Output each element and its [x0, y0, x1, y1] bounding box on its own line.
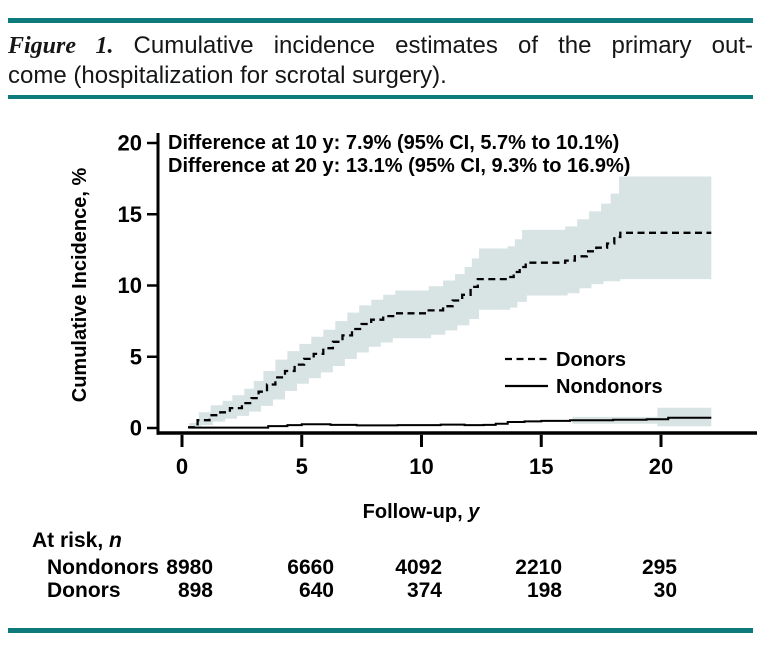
legend-label-nondonors: Nondonors	[556, 376, 663, 398]
mid-teal-rule	[8, 95, 753, 99]
at-risk-row-label-donors: Donors	[47, 579, 121, 602]
x-tick-label: 10	[409, 454, 433, 479]
y-tick-label: 0	[130, 416, 142, 441]
x-tick-label: 20	[649, 454, 673, 479]
bottom-teal-rule	[8, 628, 753, 633]
x-axis-title: Follow-up, y	[363, 501, 481, 523]
y-axis-title: Cumulative Incidence, %	[69, 168, 91, 403]
legend-label-donors: Donors	[556, 349, 626, 371]
nondonors-curve	[189, 416, 712, 429]
legend: Donors Nondonors	[505, 349, 663, 398]
figure-label: Figure 1.	[8, 33, 114, 59]
at-risk-value: 2210	[515, 556, 562, 579]
at-risk-value: 6660	[287, 556, 334, 579]
at-risk-value: 8980	[166, 556, 213, 579]
donors-ci-band	[189, 176, 712, 428]
x-axis-title-italic-y: y	[467, 501, 480, 523]
y-tick-label: 15	[118, 202, 142, 227]
caption-line-1: Figure 1. Cumulative incidence estimates…	[8, 31, 753, 61]
at-risk-value: 374	[406, 579, 442, 602]
at-risk-value: 198	[526, 579, 562, 602]
at-risk-title: At risk, n	[32, 529, 122, 553]
at-risk-value: 4092	[395, 556, 442, 579]
at-risk-value: 295	[641, 556, 677, 579]
y-tick-label: 10	[118, 273, 142, 298]
top-teal-rule	[8, 18, 753, 23]
at-risk-value: 898	[177, 579, 213, 602]
at-risk-value: 30	[653, 579, 677, 602]
figure-caption: Figure 1. Cumulative incidence estimates…	[8, 31, 753, 90]
donors-curve	[188, 231, 712, 429]
at-risk-title-italic-n: n	[109, 529, 122, 552]
y-tick-label: 20	[118, 131, 142, 156]
x-tick-label: 15	[529, 454, 553, 479]
difference-annotation-10y: Difference at 10 y: 7.9% (95% CI, 5.7% t…	[168, 132, 619, 154]
y-tick-label: 5	[130, 344, 142, 369]
x-tick-label: 0	[176, 454, 188, 479]
caption-text-1: Cumulative incidence estimates of the pr…	[133, 32, 753, 59]
caption-line-2: come (hospitalization for scrotal surger…	[8, 62, 447, 89]
x-tick-label: 5	[296, 454, 308, 479]
difference-annotation-20y: Difference at 20 y: 13.1% (95% CI, 9.3% …	[168, 155, 630, 177]
x-axis-title-prefix: Follow-up,	[363, 501, 469, 523]
at-risk-value: 640	[298, 579, 334, 602]
at-risk-title-prefix: At risk,	[32, 529, 110, 552]
cumulative-incidence-chart: 0 5 10 15 20 0 5 10 15 20 Difference at …	[69, 131, 757, 523]
nondonors-ci-band	[572, 407, 712, 427]
at-risk-row-label-nondonors: Nondonors	[47, 556, 159, 579]
